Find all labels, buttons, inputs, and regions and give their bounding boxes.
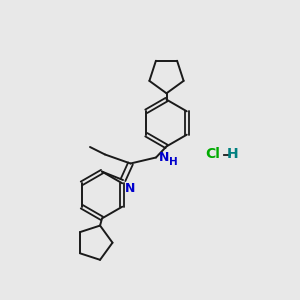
Text: N: N (158, 151, 169, 164)
Text: Cl: Cl (206, 148, 220, 161)
Text: H: H (169, 157, 177, 167)
Text: H: H (227, 148, 238, 161)
Text: N: N (125, 182, 135, 195)
